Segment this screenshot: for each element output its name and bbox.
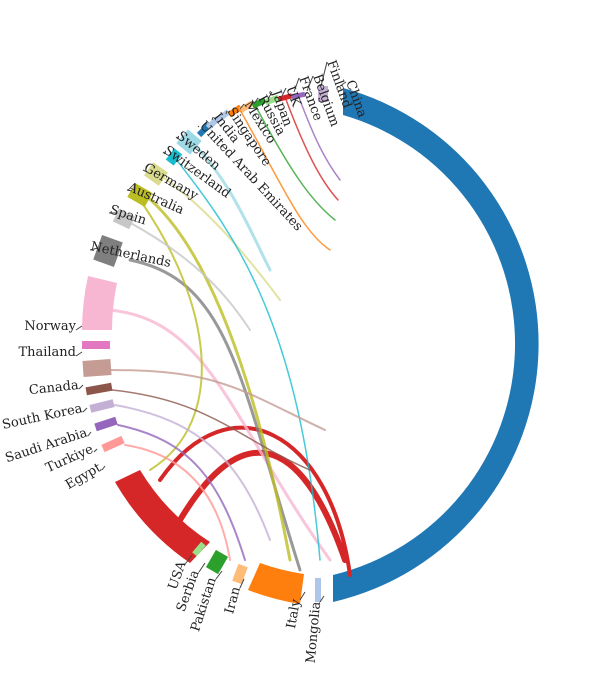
arc-serbia [192,541,206,557]
label-leader-line [225,110,228,115]
arc-china [333,88,539,602]
label-leader-line [101,465,106,471]
arc-norway [82,276,117,330]
label-leader-line [281,87,287,97]
ribbon [124,219,251,331]
label-leader-line [162,151,166,155]
label-leader-line [197,125,200,128]
ribbon [117,424,246,561]
node-label-thailand: Thailand [18,345,76,360]
ribbon [111,389,311,471]
label-leader-line [126,189,133,192]
ribbon [159,174,281,301]
arc-egypt [101,435,125,453]
node-labels: ChinaFinlandBelgiumFranceUKJapanRussiaMe… [1,58,370,664]
node-label-south-korea: South Korea [1,401,84,433]
arc-uk [264,94,280,106]
label-leader-line [185,554,193,564]
label-leader-line [306,75,314,92]
label-leader-line [339,81,347,87]
arc-canada [82,359,112,377]
chord-ribbons [108,94,352,577]
label-leader-line [82,407,88,413]
ribbon [108,308,332,562]
node-label-canada: Canada [28,378,79,398]
node-label-italy: Italy [284,597,304,629]
label-leader-line [320,61,328,87]
ribbon [188,138,272,272]
label-leader-line [142,169,148,173]
node-arcs [82,86,539,604]
label-leader-line [299,591,306,601]
label-leader-line [93,448,98,453]
label-leader-line [239,103,245,110]
label-leader-line [87,431,92,437]
node-label-norway: Norway [24,319,76,334]
label-leader-line [75,325,83,331]
arc-australia [127,183,153,207]
node-label-mongolia: Mongolia [304,601,324,664]
label-leader-line [293,77,300,93]
label-leader-line [211,116,214,121]
label-leader-line [319,595,325,603]
arc-spain [112,208,136,230]
ribbon [139,199,203,471]
label-leader-line [175,136,179,140]
ribbon [124,444,231,561]
arc-india [205,116,221,130]
arc-germany [144,162,168,186]
node-label-netherlands: Netherlands [89,239,172,271]
ribbon [143,193,292,562]
arc-iran [232,563,248,585]
arc-switzerland [165,148,183,166]
label-leader-line [239,578,245,589]
label-leader-line [75,351,83,357]
ribbon [239,109,331,251]
arc-netherlands [93,235,123,267]
arc-russia [238,100,254,114]
arc-mongolia [315,578,321,602]
node-label-uk: UK [282,84,303,109]
arc-italy [248,563,304,604]
arc-thailand [82,341,110,349]
label-leader-line [198,562,206,573]
ribbon [158,425,352,577]
label-leader-line [267,91,273,100]
arc-turkiye [94,416,118,432]
arc-south-korea [85,382,113,396]
ribbon [297,94,341,181]
label-leader-line [89,247,99,251]
node-label-iran: Iran [222,585,244,616]
arc-saudi-arabia [89,399,115,413]
ribbon [114,404,271,541]
ribbon [254,104,336,221]
arc-pakistan [205,549,229,575]
ribbon [109,369,326,431]
ribbon [174,157,321,561]
arc-finland [318,86,328,102]
arc-sweden [176,129,202,155]
label-leader-line [253,97,259,105]
arc-usa [115,470,210,563]
label-leader-line [215,570,223,580]
ribbon [284,96,339,201]
label-leader-line [78,384,84,390]
